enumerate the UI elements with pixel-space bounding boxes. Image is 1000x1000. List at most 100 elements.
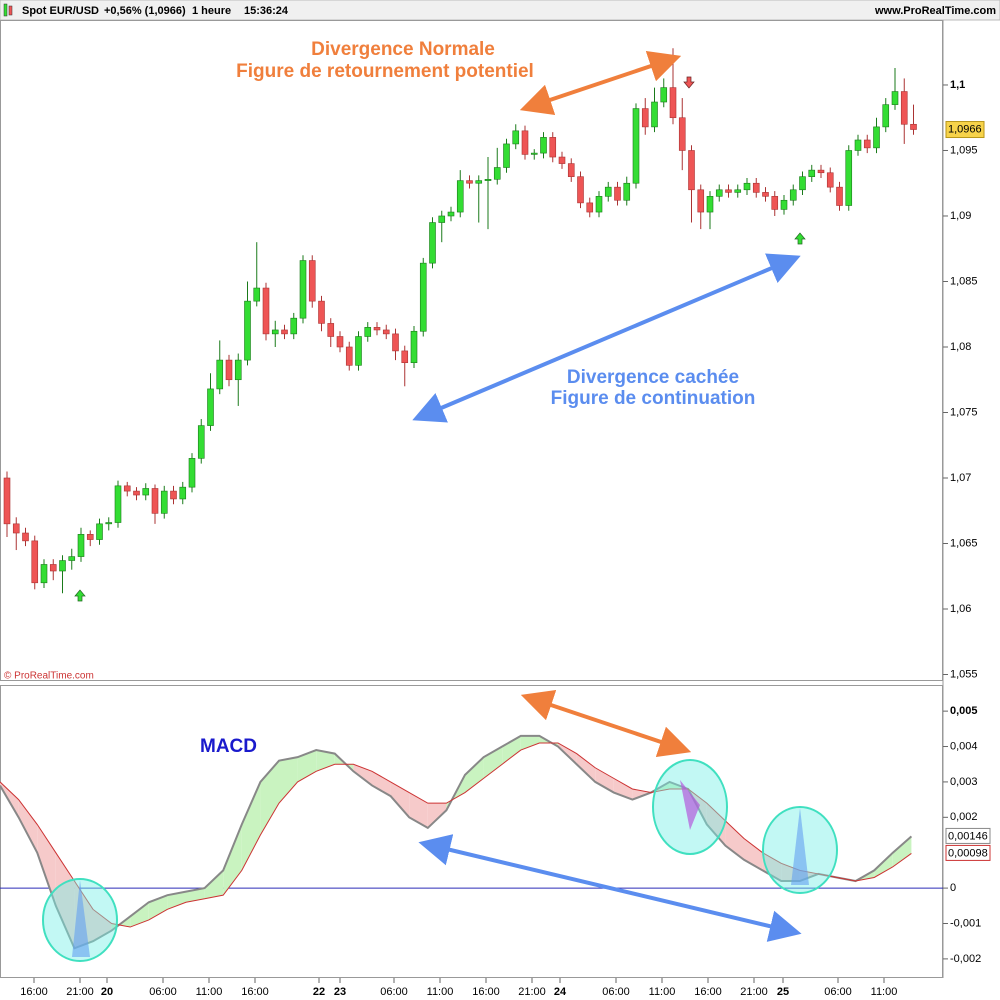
macd-fill [427,803,447,828]
candle-body [197,425,205,459]
annotation: Divergence Normale [311,39,495,60]
highlight-marker [680,780,700,830]
candle-body [234,359,242,381]
candle-body [86,534,94,540]
y-tick-label: 0 [950,882,956,894]
candle-body [826,172,834,188]
candle-body [59,560,66,572]
candle-body [493,167,501,180]
candle-body [327,323,335,337]
x-tick-label: 11:00 [871,986,898,998]
y-tick-label: 1,09 [950,210,971,222]
candle-body [789,189,797,201]
candle-body [364,327,372,337]
candle-body [49,564,57,572]
x-tick-label: 22 [313,986,325,998]
macd-fill [297,750,317,782]
candle-body [752,182,760,193]
macd-fill [595,767,614,793]
candle-body [392,333,399,352]
candle-body [3,477,11,525]
candle-body [549,137,557,158]
candle-body [808,169,816,177]
site: www.ProRealTime.com [874,5,996,17]
y-tick-label: 1,055 [950,668,978,680]
candle-body [68,556,76,561]
x-tick-label: 11:00 [649,986,676,998]
annotation: Figure de continuation [551,388,756,409]
macd-fill [520,735,540,751]
candle-body [271,329,279,335]
candle-body [891,91,899,105]
x-tick-label: 06:00 [824,986,852,998]
candle-body [133,490,140,496]
price-panel [0,20,943,681]
candle-body [540,137,547,154]
header-icon [8,5,13,16]
macd-fill [465,757,484,793]
signal-arrow [74,589,86,602]
arrow [520,689,692,758]
candle-body [281,329,288,335]
candle-body [678,117,686,151]
macd-fill [372,771,391,797]
y-tick-label: 1,085 [950,275,978,287]
candle-body [355,336,362,366]
candle-body [484,179,492,181]
y-tick-label: 0,004 [950,740,978,752]
candle-body [614,186,621,201]
x-tick-label: 06:00 [602,986,630,998]
candle-body [466,180,473,184]
x-tick-label: 21:00 [740,986,768,998]
macd-fill [576,753,596,782]
arrow [412,253,801,423]
candle-body [715,189,723,197]
candle-body [688,150,695,191]
y-tick-label: 1,08 [950,341,971,353]
candle-body [253,287,261,302]
candle-body [873,126,880,149]
candle-body [567,163,575,177]
candle-body [577,176,584,204]
candle-body [151,488,159,514]
candle-body [40,564,48,584]
symbol: Spot EUR/USD [22,5,99,17]
candle-body [299,260,307,319]
candle-body [336,336,344,348]
candle-body [910,123,917,130]
change: +0,56% (1,0966) [104,5,186,17]
candle-body [771,196,779,210]
candle-body [558,156,566,164]
x-tick-label: 11:00 [196,986,223,998]
y-tick-label: 1,075 [950,406,978,418]
last-value-label: 0,00098 [948,847,988,859]
candle-body [503,143,510,168]
x-tick-label: 06:00 [149,986,177,998]
candle-body [734,189,742,193]
candle-body [447,211,455,217]
macd-fill [18,799,38,853]
candle-body [817,169,825,174]
macd-fill [279,757,298,804]
candle-body [669,87,677,119]
candle-body [863,139,871,149]
candle-body [623,182,631,201]
highlight-marker [72,880,90,957]
candle-body [456,180,464,213]
candle-body [651,101,658,128]
candle-body [244,300,251,361]
candle-body [290,317,298,335]
x-tick-label: 16:00 [694,986,722,998]
x-tick-label: 21:00 [518,986,546,998]
last-value-box [945,844,991,861]
macd-fill [241,781,261,871]
candle-body [725,189,732,193]
last-price-box [945,121,985,139]
macd-fill [353,764,372,786]
x-tick-label: 06:00 [380,986,408,998]
candle-body [419,262,427,332]
x-tick-label: 16:00 [241,986,269,998]
annotation: Figure de retournement potentiel [236,61,534,82]
candle-body [105,522,113,525]
candle-body [188,458,196,488]
